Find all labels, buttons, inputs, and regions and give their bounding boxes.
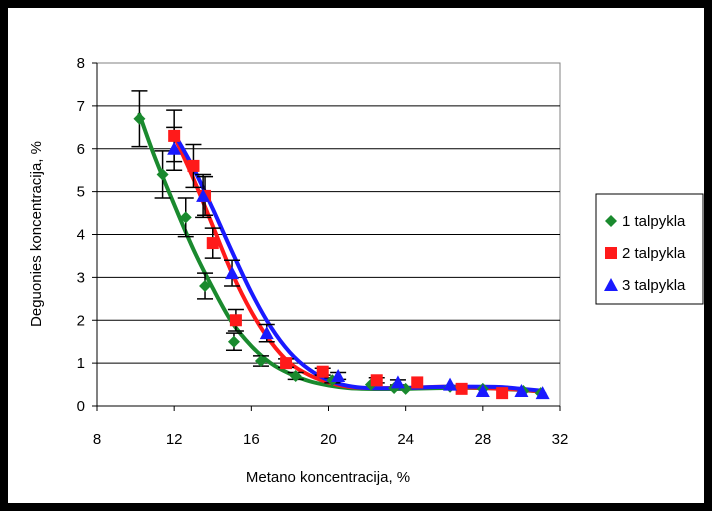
x-tick-label: 20 — [320, 431, 337, 448]
x-tick-label: 24 — [397, 431, 414, 448]
point-1-talpykla — [179, 211, 192, 224]
legend: 1 talpykla 2 talpykla 3 talpykla — [595, 193, 704, 305]
legend-marker-1-talpykla — [605, 215, 617, 227]
y-axis-title: Deguonies koncentracija, % — [28, 141, 45, 327]
x-tick-label: 12 — [166, 431, 183, 448]
legend-marker-2-talpykla — [605, 247, 617, 259]
y-tick-labels: 0 1 2 3 4 5 6 7 8 — [77, 55, 85, 415]
x-tick-labels: 8 12 16 20 24 28 32 — [93, 431, 569, 448]
y-tick-label: 8 — [77, 55, 85, 72]
y-tick-label: 4 — [77, 227, 85, 244]
point-2-talpykla — [229, 314, 242, 327]
point-2-talpykla — [496, 387, 509, 400]
point-3-talpykla — [535, 386, 550, 400]
point-3-talpykla — [475, 383, 490, 397]
data-points — [133, 112, 550, 400]
legend-marker-3-talpykla — [604, 278, 618, 291]
point-2-talpykla — [168, 129, 181, 142]
y-tick-label: 6 — [77, 141, 85, 158]
x-tick-label: 32 — [552, 431, 569, 448]
legend-label-3-talpykla: 3 talpykla — [622, 277, 686, 294]
point-1-talpykla — [156, 168, 169, 181]
y-tick-label: 5 — [77, 184, 85, 201]
point-3-talpykla — [514, 383, 529, 397]
point-2-talpykla — [370, 374, 383, 387]
point-2-talpykla — [187, 159, 200, 172]
x-tick-label: 28 — [474, 431, 491, 448]
point-1-talpykla — [199, 279, 212, 292]
point-1-talpykla — [227, 335, 240, 348]
y-tick-label: 3 — [77, 269, 85, 286]
point-2-talpykla — [411, 376, 424, 389]
x-tick-label: 8 — [93, 431, 101, 448]
point-2-talpykla — [455, 382, 468, 395]
point-3-talpykla — [390, 375, 405, 389]
point-3-talpykla — [196, 188, 211, 202]
y-tick-label: 7 — [77, 98, 85, 115]
y-tick-label: 0 — [77, 398, 85, 415]
point-1-talpykla — [289, 369, 302, 382]
point-3-talpykla — [167, 141, 182, 155]
point-2-talpykla — [280, 357, 293, 370]
point-3-talpykla — [331, 368, 346, 382]
gridlines — [97, 105, 560, 364]
legend-label-1-talpykla: 1 talpykla — [622, 213, 686, 230]
x-axis-title: Metano koncentracija, % — [246, 469, 410, 486]
point-1-talpykla — [133, 112, 146, 125]
axes — [92, 62, 561, 411]
point-3-talpykla — [259, 326, 274, 340]
legend-label-2-talpykla: 2 talpykla — [622, 245, 686, 262]
point-2-talpykla — [316, 365, 329, 378]
y-tick-label: 1 — [77, 355, 85, 372]
point-3-talpykla — [443, 377, 458, 391]
point-3-talpykla — [225, 266, 240, 280]
y-tick-label: 2 — [77, 312, 85, 329]
x-tick-label: 16 — [243, 431, 260, 448]
point-2-talpykla — [206, 237, 219, 250]
